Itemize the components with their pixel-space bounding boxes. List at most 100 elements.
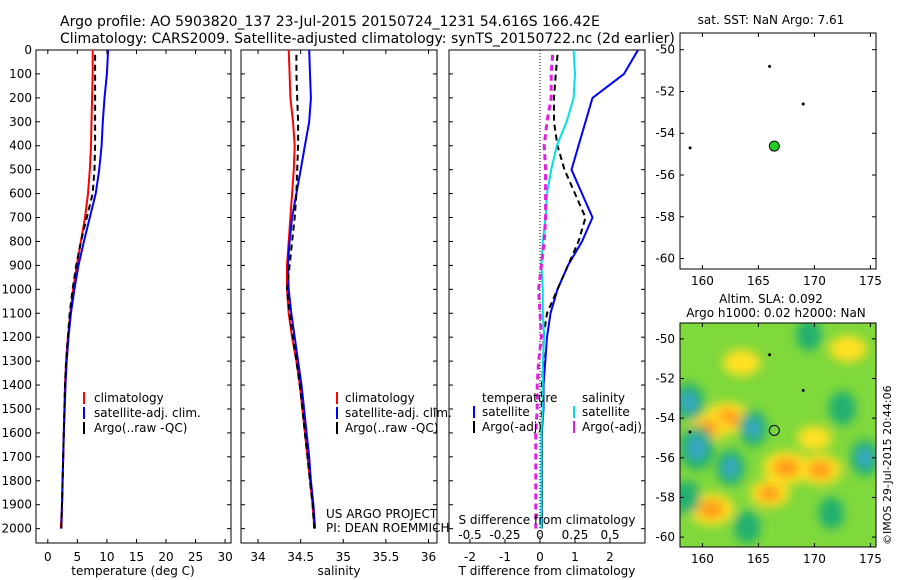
header-line-2: Climatology: CARS2009. Satellite-adjuste… xyxy=(60,31,675,47)
legend-header-salinity: salinity xyxy=(582,391,625,405)
x-tick-label-t: -1 xyxy=(499,550,511,564)
difference-panel: -2 -1 0 1 2 -0.5 -0.25 0 0.25 0.5 S difference fr… xyxy=(448,49,646,578)
legend-header-temperature: temperature xyxy=(482,391,557,405)
map-x-tick-label: 170 xyxy=(803,274,826,288)
t-difference-xlabel: T difference from climatology xyxy=(458,564,636,578)
salinity-depth-ticks xyxy=(241,49,437,530)
sst-map-points xyxy=(688,64,805,152)
series-satellite-line xyxy=(60,49,110,529)
series-climatology-line xyxy=(286,49,316,529)
salinity-legend: climatology satellite-adj. clim. Argo(..… xyxy=(336,391,452,435)
depth-tick-label: 2000 xyxy=(1,522,32,536)
sla-map-ticks: 160 165 170 175 -50 -52 -54 -56 -58 -60 xyxy=(655,323,882,566)
temperature-legend: climatology satellite-adj. clim. Argo(..… xyxy=(83,391,201,435)
salinity-x-ticks: 34 34.5 35 35.5 36 xyxy=(250,50,436,564)
x-tick-label: 20 xyxy=(158,550,173,564)
track-point xyxy=(768,353,772,357)
salinity-lines xyxy=(286,49,317,529)
depth-tick-label: 1500 xyxy=(1,402,32,416)
series-argo-line xyxy=(540,54,587,529)
legend-argo: Argo(..raw -QC) xyxy=(94,421,187,435)
x-tick-label-t: -2 xyxy=(464,550,476,564)
x-tick-label: 25 xyxy=(188,550,203,564)
x-tick-label: 10 xyxy=(99,550,114,564)
depth-tick-label: 600 xyxy=(9,187,32,201)
legend-satellite: satellite-adj. clim. xyxy=(94,406,201,420)
legend-t-argo: Argo(-adj) xyxy=(482,420,542,434)
legend-climatology: climatology xyxy=(94,391,164,405)
map-y-tick-label: -54 xyxy=(655,411,675,425)
map-x-tick-label: 175 xyxy=(859,552,882,566)
x-tick-label: 36 xyxy=(421,550,436,564)
temperature-lines xyxy=(59,49,110,529)
project-annotation: US ARGO PROJECT xyxy=(326,507,438,521)
argo-profile-marker xyxy=(768,140,780,152)
difference-lines xyxy=(534,49,639,529)
x-tick-label: 30 xyxy=(217,550,232,564)
depth-tick-label: 1000 xyxy=(1,282,32,296)
map-x-tick-label: 160 xyxy=(691,274,714,288)
legend-satellite: satellite-adj. clim. xyxy=(345,406,452,420)
map-y-tick-label: -50 xyxy=(655,332,675,346)
temperature-panel: 0100200300400500600700800900100011001200… xyxy=(1,43,232,578)
salinity-axes-frame xyxy=(240,49,438,544)
depth-tick-label: 1100 xyxy=(1,306,32,320)
x-tick-label: 34 xyxy=(250,550,265,564)
depth-tick-label: 700 xyxy=(9,211,32,225)
sla-strong-anomaly xyxy=(758,485,781,502)
map-y-tick-label: -60 xyxy=(655,530,675,544)
sla-negative-anomaly xyxy=(828,391,857,426)
sla-strong-negative-anomaly xyxy=(681,391,697,413)
temperature-axes-frame xyxy=(35,49,232,544)
series-satellite-line xyxy=(286,49,317,529)
x-tick-label: 35.5 xyxy=(373,550,400,564)
depth-tick-label: 500 xyxy=(9,163,32,177)
difference-legend: temperature salinity satellite Argo(-adj… xyxy=(473,391,642,434)
sla-strong-negative-anomaly xyxy=(688,435,706,460)
track-point xyxy=(768,64,772,68)
map-x-tick-label: 175 xyxy=(859,274,882,288)
imos-timestamp: ©IMOS 29-Jul-2015 20:44:06 xyxy=(881,385,894,545)
sla-map-points xyxy=(688,353,805,436)
sla-map-panel: Altim. SLA: 0.092 Argo h1000: 0.02 h2000… xyxy=(655,292,894,566)
track-point xyxy=(688,146,692,150)
sla-strong-anomaly xyxy=(773,458,800,478)
series-sat_diff-line xyxy=(540,49,576,529)
sla-strong-negative-anomaly xyxy=(723,457,738,478)
pi-annotation: PI: DEAN ROEMMICH xyxy=(326,521,449,535)
series-argo-line xyxy=(286,54,316,529)
depth-tick-label: 0 xyxy=(24,43,32,57)
sla-strong-anomaly xyxy=(807,460,833,479)
track-point xyxy=(688,430,692,434)
x-tick-label: 15 xyxy=(129,550,144,564)
sla-strong-negative-anomaly xyxy=(745,418,760,438)
sst-map-panel: sat. SST: NaN Argo: 7.61 160 165 170 175 -50… xyxy=(655,13,881,288)
x-tick-label: 35 xyxy=(336,550,351,564)
sla-positive-anomaly xyxy=(722,349,761,376)
depth-tick-label: 1400 xyxy=(1,378,32,392)
sla-negative-anomaly xyxy=(680,480,701,515)
legend-s-satellite: satellite xyxy=(582,405,630,419)
sst-map-title: sat. SST: NaN Argo: 7.61 xyxy=(698,13,845,27)
track-point xyxy=(801,102,805,106)
difference-depth-ticks xyxy=(449,49,645,530)
map-x-tick-label: 165 xyxy=(747,274,770,288)
series-argo-line xyxy=(60,54,97,529)
sla-negative-anomaly xyxy=(734,510,761,544)
map-x-tick-label: 170 xyxy=(803,552,826,566)
depth-tick-label: 400 xyxy=(9,139,32,153)
temperature-x-ticks: 0 5 10 15 20 25 30 xyxy=(44,50,233,564)
legend-s-argo: Argo(-adj) xyxy=(582,420,642,434)
map-x-tick-label: 165 xyxy=(747,552,770,566)
difference-x-ticks: -2 -1 0 1 2 -0.5 -0.25 0 0.25 0.5 xyxy=(458,528,619,564)
difference-axes-frame xyxy=(448,49,646,544)
sla-strong-anomaly xyxy=(698,500,725,519)
x-tick-label: 5 xyxy=(74,550,82,564)
series-climatology-line xyxy=(59,50,94,529)
s-difference-xlabel: S difference from climatology xyxy=(459,513,636,527)
series-satellite-line xyxy=(540,49,639,529)
map-y-tick-label: -56 xyxy=(655,168,675,182)
x-tick-label-s: 0 xyxy=(536,528,544,542)
map-y-tick-label: -56 xyxy=(655,451,675,465)
sla-heatmap xyxy=(680,323,876,547)
